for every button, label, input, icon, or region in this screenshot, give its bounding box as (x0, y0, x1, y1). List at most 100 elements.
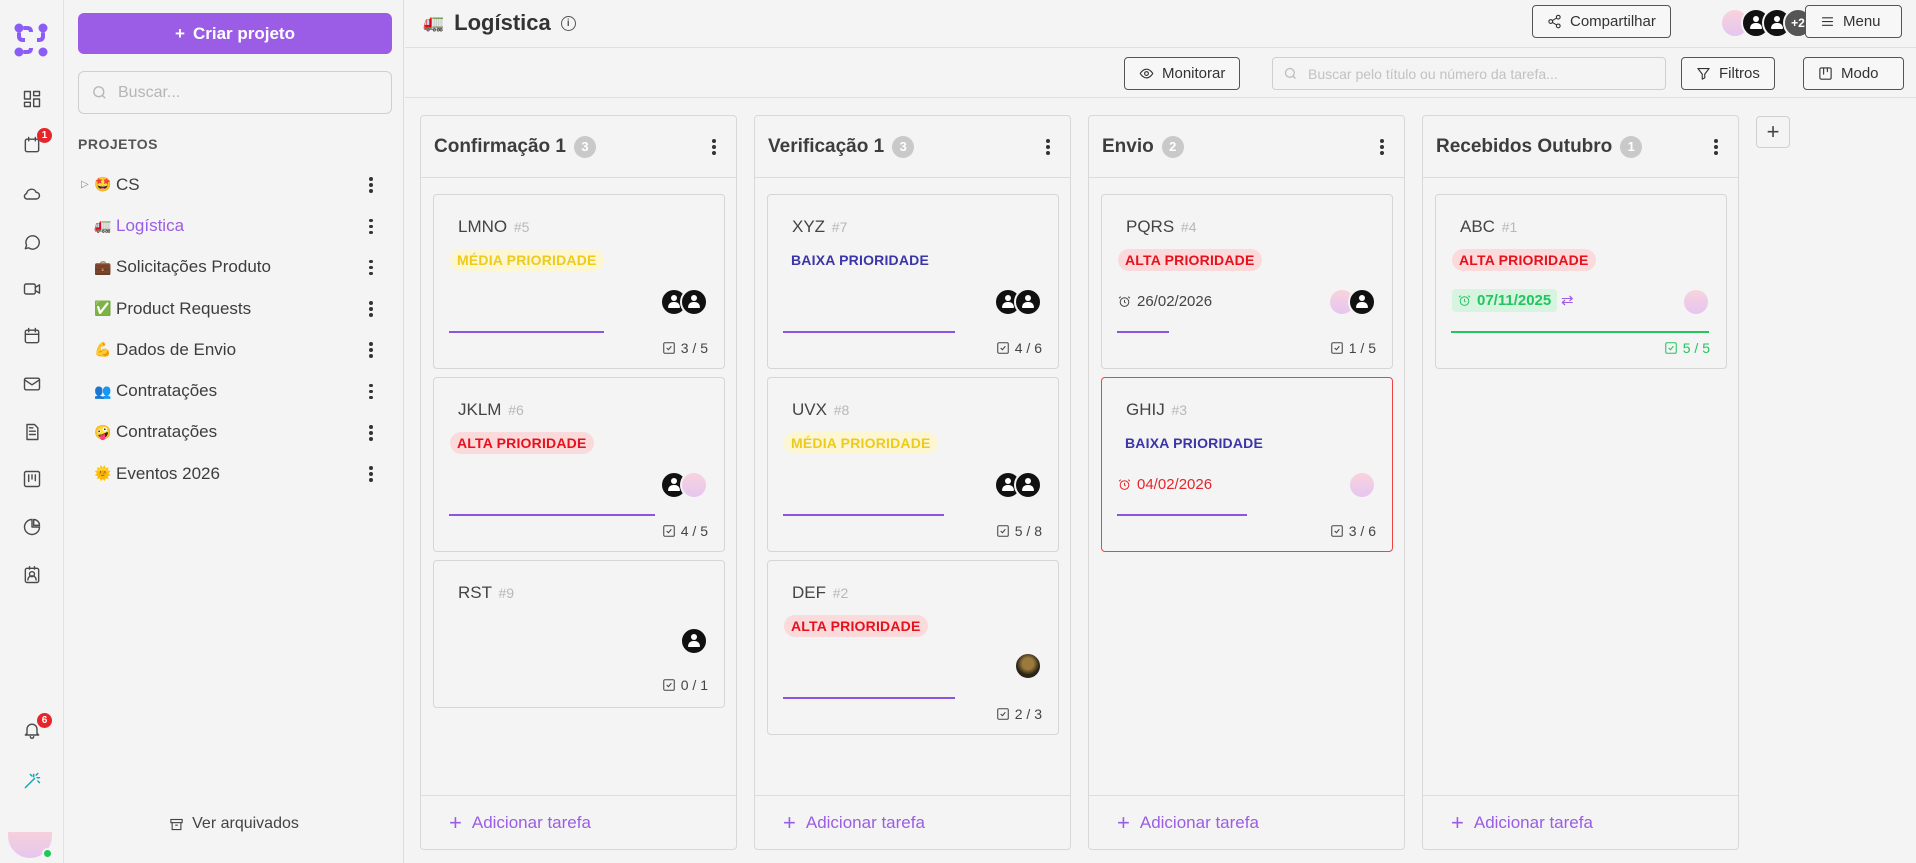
task-title: DEF #2 (792, 583, 849, 602)
project-emoji: 💪 (94, 341, 112, 358)
online-status-dot (42, 848, 53, 859)
project-item-dados-de-envio[interactable]: 💪 Dados de Envio (78, 329, 398, 370)
task-search-input[interactable] (1308, 65, 1658, 82)
checklist-count: 4 / 5 (662, 523, 708, 539)
calendar-icon[interactable] (20, 324, 44, 348)
project-options-icon[interactable] (364, 217, 378, 235)
due-date-overdue: 04/02/2026 (1118, 476, 1212, 493)
task-card[interactable]: ABC #1 ALTA PRIORIDADE 07/11/2025 ⇄ 5 / … (1435, 194, 1727, 369)
assignee-avatars (994, 471, 1042, 499)
task-card[interactable]: RST #9 0 / 1 (433, 560, 725, 708)
project-options-icon[interactable] (364, 424, 378, 442)
task-card[interactable]: XYZ #7 BAIXA PRIORIDADE 4 / 6 (767, 194, 1059, 369)
avatar (1348, 471, 1376, 499)
checklist-progress-bar (783, 514, 944, 516)
board-column: Confirmação 1 3 LMNO #5 MÉDIA PRIORIDADE… (420, 115, 737, 850)
video-icon[interactable] (20, 277, 44, 301)
avatar (1682, 288, 1710, 316)
task-card[interactable]: DEF #2 ALTA PRIORIDADE 2 / 3 (767, 560, 1059, 735)
cloud-icon[interactable] (20, 182, 44, 206)
share-button[interactable]: Compartilhar (1532, 5, 1671, 38)
column-options-icon[interactable] (1709, 138, 1723, 156)
magic-wand-icon[interactable] (20, 769, 44, 793)
column-header: Verificação 1 3 (755, 116, 1070, 178)
project-options-icon[interactable] (364, 382, 378, 400)
column-title[interactable]: Envio (1102, 135, 1154, 157)
project-item-eventos-2026[interactable]: 🌞 Eventos 2026 (78, 453, 398, 494)
project-item-cs[interactable]: ▷ 🤩 CS (78, 164, 398, 205)
search-icon (1284, 67, 1296, 79)
avatar (1348, 288, 1376, 316)
project-options-icon[interactable] (364, 259, 378, 277)
mail-icon[interactable] (20, 372, 44, 396)
contacts-icon[interactable] (20, 563, 44, 587)
reports-icon[interactable] (20, 515, 44, 539)
filters-button[interactable]: Filtros (1681, 57, 1775, 90)
tasks-icon[interactable]: 1 (20, 128, 52, 157)
view-mode-button[interactable]: Modo (1803, 57, 1904, 90)
filters-label: Filtros (1719, 65, 1760, 82)
column-title[interactable]: Verificação 1 (768, 135, 885, 157)
priority-badge: MÉDIA PRIORIDADE (450, 249, 604, 271)
task-card[interactable]: UVX #8 MÉDIA PRIORIDADE 5 / 8 (767, 377, 1059, 552)
project-options-icon[interactable] (364, 465, 378, 483)
checklist-progress-bar (449, 331, 604, 333)
checklist-progress-bar (1117, 514, 1247, 516)
plus-icon: + (783, 809, 796, 835)
add-task-button[interactable]: + Adicionar tarefa (1089, 795, 1404, 849)
checklist-count: 3 / 6 (1330, 523, 1376, 539)
task-card[interactable]: JKLM #6 ALTA PRIORIDADE 4 / 5 (433, 377, 725, 552)
task-title: JKLM #6 (458, 400, 524, 419)
checklist-progress-bar (783, 697, 955, 699)
alarm-clock-icon (1118, 296, 1131, 307)
column-title[interactable]: Recebidos Outubro (1436, 135, 1613, 157)
checkbox-icon (1664, 342, 1677, 354)
dashboard-icon[interactable] (20, 87, 44, 111)
project-label: Solicitações Produto (116, 257, 271, 277)
project-item-contratacoes[interactable]: 👥 Contratações (78, 370, 398, 411)
bell-icon[interactable]: 6 (20, 713, 52, 742)
monitor-button[interactable]: Monitorar (1124, 57, 1241, 90)
column-title[interactable]: Confirmação 1 (434, 135, 566, 157)
board-icon (1819, 67, 1832, 80)
project-label: Contratações (116, 422, 218, 442)
project-options-icon[interactable] (364, 176, 378, 194)
column-options-icon[interactable] (707, 138, 721, 156)
task-card[interactable]: LMNO #5 MÉDIA PRIORIDADE 3 / 5 (433, 194, 725, 369)
project-options-icon[interactable] (364, 341, 378, 359)
checklist-progress-bar (783, 331, 955, 333)
checkbox-icon (996, 525, 1009, 537)
create-project-button[interactable]: + Criar projeto (78, 13, 392, 54)
view-archived-link[interactable]: Ver arquivados (64, 815, 404, 833)
expand-caret-icon[interactable]: ▷ (81, 179, 89, 191)
project-options-icon[interactable] (364, 300, 378, 318)
assignee-avatars (1014, 652, 1042, 680)
project-emoji: 🚛 (423, 13, 445, 32)
add-task-button[interactable]: + Adicionar tarefa (421, 795, 736, 849)
project-item-solicitacoes-produto[interactable]: 💼 Solicitações Produto (78, 247, 398, 288)
sidebar-search[interactable] (78, 71, 392, 114)
project-item-contratacoes-2[interactable]: 🤪 Contratações (78, 412, 398, 453)
task-card-overdue[interactable]: GHIJ #3 BAIXA PRIORIDADE 04/02/2026 3 / … (1101, 377, 1393, 552)
add-task-button[interactable]: + Adicionar tarefa (1423, 795, 1738, 849)
add-task-button[interactable]: + Adicionar tarefa (755, 795, 1070, 849)
column-options-icon[interactable] (1041, 138, 1055, 156)
info-icon[interactable]: i (560, 15, 576, 31)
kanban-icon[interactable] (20, 467, 44, 491)
add-column-button[interactable]: + (1756, 116, 1790, 148)
project-item-product-requests[interactable]: ✅ Product Requests (78, 288, 398, 329)
app-logo[interactable] (13, 22, 49, 58)
avatar (1014, 652, 1042, 680)
task-search[interactable] (1272, 57, 1666, 90)
filter-icon (1697, 67, 1710, 80)
column-options-icon[interactable] (1375, 138, 1389, 156)
menu-button[interactable]: Menu (1805, 5, 1902, 38)
project-item-logistica[interactable]: 🚛 Logística (78, 205, 398, 246)
checklist-progress-bar (449, 514, 655, 516)
sidebar-search-input[interactable] (118, 83, 378, 102)
chat-icon[interactable] (20, 230, 44, 254)
task-card[interactable]: PQRS #4 ALTA PRIORIDADE 26/02/2026 1 / 5 (1101, 194, 1393, 369)
member-avatars[interactable]: +2 (1720, 8, 1813, 38)
document-icon[interactable] (20, 420, 44, 444)
checkbox-icon (662, 525, 675, 537)
